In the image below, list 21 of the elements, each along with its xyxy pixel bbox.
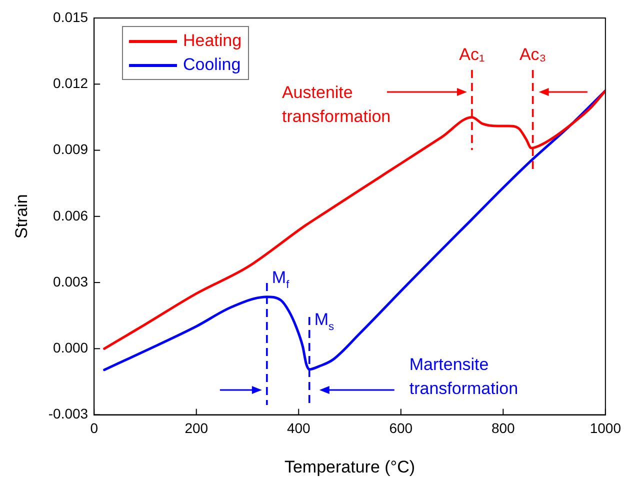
x-tick-label: 1000 [590, 420, 622, 436]
x-tick-label: 400 [286, 420, 311, 436]
x-tick-label: 600 [389, 420, 413, 436]
y-tick-label: 0.012 [53, 74, 88, 91]
legend-label: Heating [183, 30, 242, 52]
y-axis-title: Strain [12, 194, 31, 239]
y-tick-label: 0.009 [53, 141, 88, 158]
annotation: Martensite transformation [409, 355, 518, 398]
x-tick-label: 0 [90, 420, 98, 436]
x-tick-label: 800 [491, 420, 516, 436]
y-tick-label: 0.006 [53, 207, 88, 224]
annotation: Austenite transformation [282, 83, 391, 126]
y-tick-label: 0.003 [53, 273, 88, 290]
x-axis-title: Temperature (°C) [284, 457, 416, 476]
y-tick-label: 0.015 [53, 8, 88, 25]
y-tick-label: -0.003 [48, 406, 88, 422]
ref-line-label: Ac₁ [459, 45, 486, 64]
x-tick-label: 200 [184, 420, 208, 436]
ref-line-label: Ac₃ [519, 45, 546, 64]
legend-label: Cooling [183, 54, 241, 76]
y-tick-label: 0.000 [53, 340, 88, 356]
